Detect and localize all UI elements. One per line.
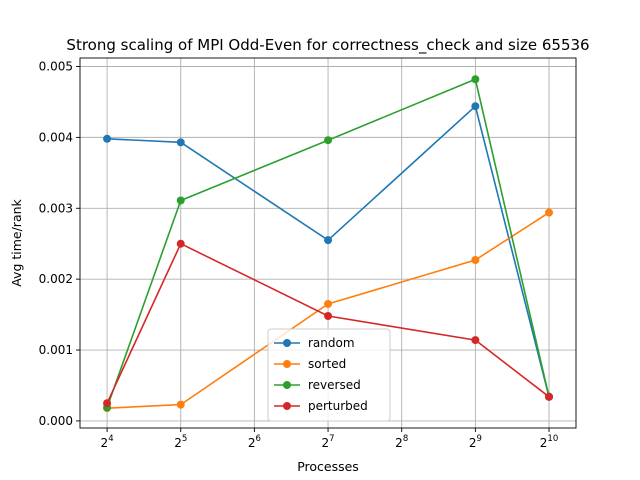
series-layer (103, 75, 554, 413)
y-tick-label: 0.004 (39, 130, 73, 144)
y-tick-label: 0.003 (39, 201, 73, 215)
x-tick-exponent: 5 (182, 434, 187, 444)
legend-label: reversed (308, 378, 361, 392)
data-point-reversed (471, 75, 480, 84)
x-tick-label: 25 (174, 434, 187, 450)
x-tick-base: 2 (469, 436, 477, 450)
x-axis-ticks: 24 25 26 27 28 29 210 (101, 428, 558, 450)
y-tick-label: 0.005 (39, 60, 73, 74)
data-point-random (471, 102, 480, 111)
x-tick-exponent: 8 (403, 434, 408, 444)
x-tick-base: 2 (322, 436, 330, 450)
x-tick-exponent: 9 (476, 434, 481, 444)
x-tick-base: 2 (395, 436, 403, 450)
data-point-random (176, 138, 185, 147)
legend-swatch-marker (283, 339, 291, 347)
legend-swatch-marker (283, 381, 291, 389)
data-point-perturbed (103, 399, 112, 408)
x-tick-base: 2 (248, 436, 256, 450)
data-point-perturbed (471, 336, 480, 345)
legend-item-perturbed: perturbed (274, 399, 368, 413)
legend: random sorted reversed perturbed (267, 328, 391, 422)
data-point-sorted (471, 256, 480, 265)
series-perturbed (103, 239, 554, 408)
x-tick-label: 210 (540, 434, 558, 450)
data-point-perturbed (545, 392, 554, 401)
y-tick-label: 0.000 (39, 414, 73, 428)
data-point-random (324, 236, 333, 245)
legend-swatch-marker (283, 360, 291, 368)
legend-label: random (308, 336, 355, 350)
legend-item-reversed: reversed (274, 378, 361, 392)
legend-label: perturbed (308, 399, 368, 413)
x-tick-base: 2 (101, 436, 109, 450)
x-tick-label: 28 (395, 434, 408, 450)
x-tick-exponent: 10 (547, 434, 558, 444)
y-axis-label: Avg time/rank (9, 198, 24, 286)
chart-title: Strong scaling of MPI Odd-Even for corre… (66, 36, 589, 55)
x-tick-label: 26 (248, 434, 261, 450)
data-point-sorted (324, 299, 333, 308)
x-tick-exponent: 4 (108, 434, 113, 444)
x-tick-label: 27 (322, 434, 335, 450)
y-tick-label: 0.001 (39, 343, 73, 357)
x-tick-exponent: 7 (329, 434, 334, 444)
y-axis-ticks: 0.000 0.001 0.002 0.003 0.004 0.005 (39, 60, 80, 428)
data-point-sorted (545, 208, 554, 217)
data-point-reversed (324, 136, 333, 145)
legend-label: sorted (308, 357, 346, 371)
x-tick-base: 2 (174, 436, 182, 450)
data-point-perturbed (176, 239, 185, 248)
data-point-perturbed (324, 312, 333, 321)
data-point-sorted (176, 400, 185, 409)
x-tick-label: 29 (469, 434, 482, 450)
x-axis-label: Processes (297, 459, 359, 474)
x-tick-base: 2 (540, 436, 548, 450)
data-point-reversed (176, 196, 185, 205)
y-tick-label: 0.002 (39, 272, 73, 286)
x-tick-label: 24 (101, 434, 114, 450)
legend-item-random: random (274, 336, 355, 350)
legend-box (267, 328, 391, 422)
legend-swatch-marker (283, 402, 291, 410)
legend-item-sorted: sorted (274, 357, 346, 371)
grid (80, 58, 576, 428)
x-tick-exponent: 6 (256, 434, 261, 444)
data-point-random (103, 134, 112, 143)
